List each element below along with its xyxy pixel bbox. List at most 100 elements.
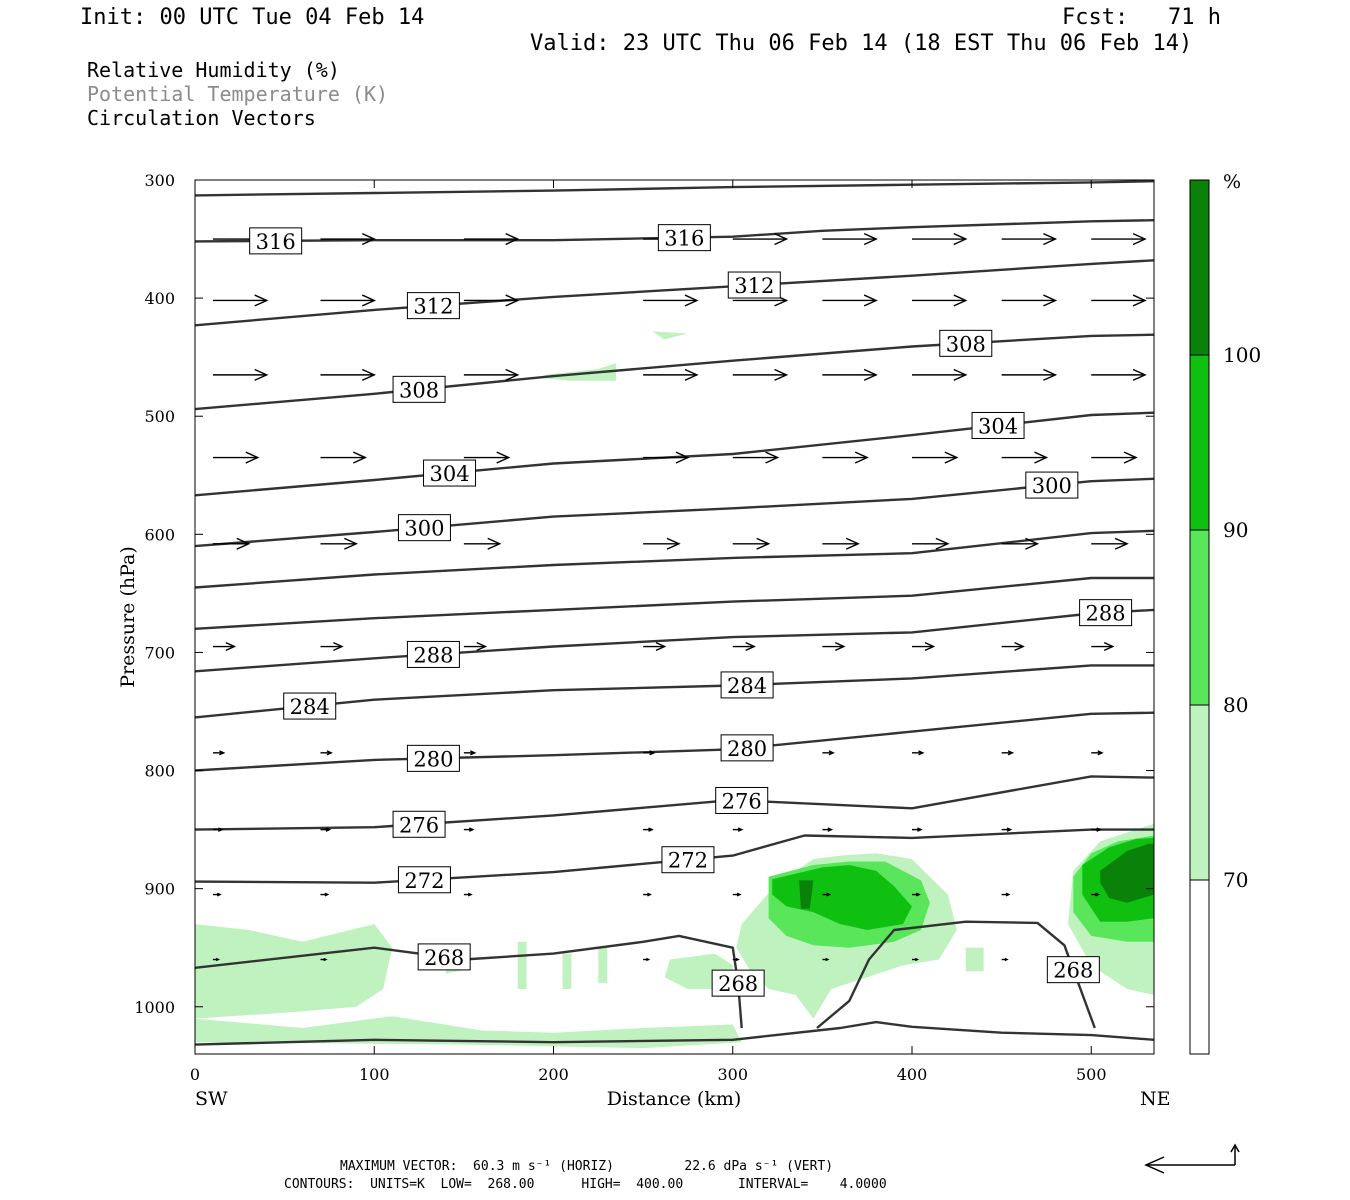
circulation-vector	[212, 537, 251, 550]
circulation-vector	[212, 957, 221, 962]
circulation-vector	[463, 642, 488, 652]
colorbar-label: 70	[1223, 868, 1248, 892]
isentrope-284	[195, 664, 1154, 719]
circulation-vector	[1001, 233, 1058, 246]
contour-label: 268	[1053, 959, 1093, 983]
isentrope-268	[816, 920, 1096, 1029]
contour-label: 276	[722, 789, 762, 813]
circulation-vector	[463, 827, 475, 832]
colorbar-swatch	[1190, 880, 1209, 1054]
isentrope-276	[195, 775, 1154, 831]
x-tick-label: 100	[359, 1065, 390, 1084]
circulation-vector	[822, 451, 869, 464]
y-tick-label: 300	[144, 171, 175, 190]
circulation-vector	[212, 827, 224, 832]
circulation-vector	[1001, 537, 1040, 550]
isentrope-312	[195, 259, 1154, 327]
colorbar-swatch	[1190, 180, 1209, 355]
contour-labels: 316 316 312 312 308 308 304 304 300 300 288 288 284 2…	[249, 224, 1133, 997]
contour-label-box	[406, 292, 460, 320]
circulation-vector	[822, 368, 878, 381]
contour-label-box	[392, 810, 446, 838]
contour-label: 304	[978, 414, 1018, 438]
colorbar-swatch	[1190, 705, 1209, 880]
contour-label-box	[1046, 956, 1100, 984]
x-end-label-left: SW	[195, 1088, 228, 1110]
circulation-vector	[822, 294, 878, 307]
contour-label-box	[727, 271, 781, 299]
isentrope-316	[195, 219, 1154, 243]
circulation-vector	[320, 642, 344, 652]
y-tick-label: 800	[144, 762, 175, 781]
humidity-region-70	[965, 947, 984, 972]
circulation-vector	[643, 750, 656, 756]
circulation-vector	[643, 368, 699, 381]
circulation-vector	[912, 294, 968, 307]
circulation-vector	[822, 957, 830, 962]
circulation-vector	[822, 827, 834, 832]
isentrope-300	[195, 477, 1154, 548]
circulation-vector	[643, 294, 699, 307]
circulation-vector	[1001, 642, 1025, 652]
circulation-vector	[1091, 750, 1104, 756]
contours-note: CONTOURS: UNITS=K LOW= 268.00 HIGH= 400.…	[284, 1177, 887, 1192]
contour-label: 300	[1032, 474, 1072, 498]
isentrope-304	[195, 411, 1154, 497]
isentrope-lines	[195, 180, 1154, 1046]
x-tick-label: 200	[538, 1065, 569, 1084]
circulation-vector	[212, 892, 222, 897]
circulation-vector	[320, 368, 376, 381]
circulation-vector	[320, 537, 359, 550]
circulation-vector	[320, 750, 333, 756]
circulation-vector	[212, 451, 260, 464]
humidity-region-70	[598, 947, 608, 984]
circulation-vector	[732, 537, 771, 550]
x-end-label-right: NE	[1140, 1088, 1171, 1110]
humidity-region-70	[195, 924, 393, 1019]
circulation-vector	[212, 750, 226, 756]
contour-label-box	[423, 459, 477, 487]
circulation-vector	[463, 294, 520, 307]
circulation-vector	[732, 368, 789, 381]
circulation-vector	[643, 451, 690, 464]
axes: 0 100 200 300 400 500 300 400 500 600 700 800 900 100…	[134, 171, 1154, 1084]
x-tick-label: 300	[717, 1065, 748, 1084]
title-potential-temperature: Potential Temperature (K)	[87, 82, 389, 106]
humidity-shading	[195, 331, 1154, 1049]
contour-label-box	[1079, 599, 1133, 627]
circulation-vector	[1001, 750, 1015, 756]
humidity-region-100	[1100, 843, 1154, 903]
contour-label: 272	[668, 849, 708, 873]
reference-vector	[1144, 1143, 1240, 1174]
humidity-region-70	[652, 331, 688, 340]
contour-label: 284	[727, 674, 767, 698]
circulation-vector	[1001, 827, 1013, 832]
contour-label: 300	[404, 517, 444, 541]
circulation-vector	[732, 827, 744, 832]
circulation-vector	[463, 368, 520, 381]
title-circulation-vectors: Circulation Vectors	[87, 106, 316, 130]
colorbar-unit: %	[1223, 171, 1241, 193]
circulation-vector	[822, 750, 835, 756]
circulation-vector	[1091, 368, 1147, 381]
circulation-vector	[212, 642, 237, 652]
circulation-vector	[212, 368, 269, 381]
colorbar-swatch	[1190, 355, 1209, 530]
circulation-vector	[732, 451, 780, 464]
circulation-vector	[732, 957, 740, 962]
isentrope-292	[195, 576, 1154, 630]
circulation-vector	[732, 233, 789, 246]
contour-label-box	[715, 786, 769, 814]
circulation-vector	[912, 892, 921, 897]
contour-label: 280	[413, 747, 453, 771]
y-tick-label: 400	[144, 289, 175, 308]
circulation-vector	[822, 537, 860, 550]
contour-label-box	[720, 734, 774, 762]
circulation-vector	[822, 892, 832, 897]
x-tick-label: 0	[190, 1065, 200, 1084]
circulation-vector	[463, 233, 520, 246]
circulation-vector	[463, 451, 511, 464]
circulation-vector	[1091, 294, 1147, 307]
valid-time: Valid: 23 UTC Thu 06 Feb 14 (18 EST Thu …	[530, 31, 1193, 56]
circulation-vector	[822, 642, 846, 652]
